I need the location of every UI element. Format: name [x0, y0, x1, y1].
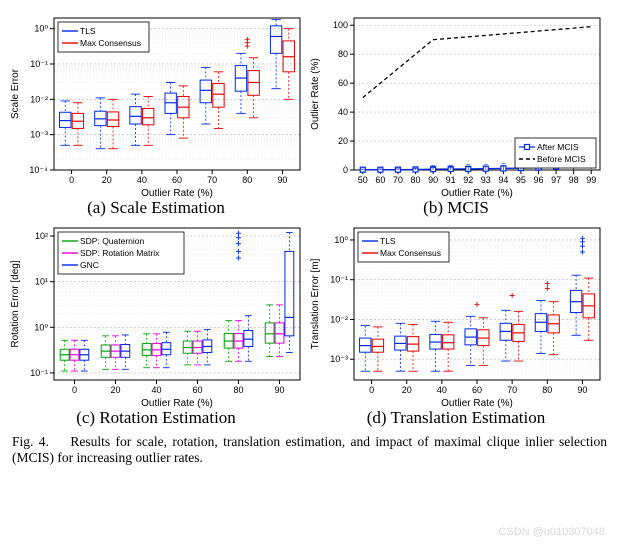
svg-text:90: 90 — [577, 385, 587, 395]
svg-text:95: 95 — [516, 175, 526, 185]
svg-text:70: 70 — [507, 385, 517, 395]
svg-text:80: 80 — [233, 385, 243, 395]
svg-text:93: 93 — [481, 175, 491, 185]
svg-text:70: 70 — [207, 175, 217, 185]
panel-a-caption: (a) Scale Estimation — [6, 198, 306, 218]
svg-text:60: 60 — [172, 175, 182, 185]
svg-text:40: 40 — [137, 175, 147, 185]
svg-text:0: 0 — [72, 385, 77, 395]
svg-text:60: 60 — [192, 385, 202, 395]
svg-text:94: 94 — [498, 175, 508, 185]
svg-text:0: 0 — [69, 175, 74, 185]
svg-text:60: 60 — [338, 78, 348, 88]
svg-text:10⁻²: 10⁻² — [330, 314, 348, 324]
svg-text:Scale Error: Scale Error — [10, 68, 21, 119]
svg-text:SDP: Rotation Matrix: SDP: Rotation Matrix — [80, 248, 160, 258]
svg-text:80: 80 — [542, 385, 552, 395]
svg-text:10⁰: 10⁰ — [34, 322, 48, 332]
svg-text:40: 40 — [151, 385, 161, 395]
svg-text:90: 90 — [428, 175, 438, 185]
svg-text:96: 96 — [533, 175, 543, 185]
svg-text:99: 99 — [586, 175, 596, 185]
svg-text:GNC: GNC — [80, 260, 99, 270]
svg-text:80: 80 — [410, 175, 420, 185]
svg-text:90: 90 — [277, 175, 287, 185]
svg-text:Translation Error [m]: Translation Error [m] — [310, 258, 321, 349]
figure-caption-prefix: Fig. 4. — [12, 434, 49, 449]
figure-grid: 10⁻⁴ 10⁻³ 10⁻² 10⁻¹ 10⁰ 0 20 40 60 70 80 90 Outlier … — [0, 0, 619, 434]
svg-text:20: 20 — [102, 175, 112, 185]
svg-text:40: 40 — [338, 107, 348, 117]
svg-text:TLS: TLS — [380, 236, 396, 246]
svg-text:10⁻⁴: 10⁻⁴ — [29, 165, 48, 175]
panel-c-caption: (c) Rotation Estimation — [6, 408, 306, 428]
svg-text:10⁻¹: 10⁻¹ — [30, 59, 48, 69]
svg-text:70: 70 — [393, 175, 403, 185]
svg-text:20: 20 — [110, 385, 120, 395]
panel-c: 10⁻¹10⁰10¹10²02040608090Outlier Rate (%)… — [6, 220, 306, 428]
figure-caption: Fig. 4. Results for scale, rotation, tra… — [0, 434, 619, 473]
svg-text:10⁻¹: 10⁻¹ — [30, 368, 48, 378]
svg-text:60: 60 — [472, 385, 482, 395]
svg-text:10²: 10² — [35, 231, 48, 241]
svg-text:100: 100 — [333, 20, 348, 30]
svg-text:20: 20 — [338, 136, 348, 146]
svg-text:After MCIS: After MCIS — [537, 142, 579, 152]
svg-text:10⁻³: 10⁻³ — [30, 130, 48, 140]
svg-text:40: 40 — [437, 385, 447, 395]
svg-text:80: 80 — [338, 49, 348, 59]
svg-text:90: 90 — [274, 385, 284, 395]
svg-text:Rotation Error [deg]: Rotation Error [deg] — [10, 260, 21, 347]
svg-text:91: 91 — [446, 175, 456, 185]
svg-text:10⁰: 10⁰ — [34, 24, 48, 34]
figure-caption-body: Results for scale, rotation, translation… — [12, 434, 607, 465]
svg-text:98: 98 — [569, 175, 579, 185]
panel-b-caption: (b) MCIS — [306, 198, 606, 218]
svg-text:Outlier Rate (%): Outlier Rate (%) — [310, 58, 321, 130]
svg-text:0: 0 — [369, 385, 374, 395]
svg-text:10⁰: 10⁰ — [334, 235, 348, 245]
svg-text:10⁻¹: 10⁻¹ — [330, 275, 348, 285]
svg-text:10⁻²: 10⁻² — [30, 94, 48, 104]
svg-text:Before MCIS: Before MCIS — [537, 154, 586, 164]
svg-text:60: 60 — [375, 175, 385, 185]
panel-a: 10⁻⁴10⁻³10⁻²10⁻¹10⁰0204060708090Outlier … — [6, 10, 306, 218]
svg-text:Max Consensus: Max Consensus — [80, 38, 141, 48]
svg-text:50: 50 — [358, 175, 368, 185]
svg-text:10¹: 10¹ — [35, 277, 48, 287]
svg-text:TLS: TLS — [80, 26, 96, 36]
svg-text:10⁻³: 10⁻³ — [330, 354, 348, 364]
svg-text:92: 92 — [463, 175, 473, 185]
svg-text:SDP: Quaternion: SDP: Quaternion — [80, 236, 145, 246]
svg-text:20: 20 — [402, 385, 412, 395]
panel-d-caption: (d) Translation Estimation — [306, 408, 606, 428]
watermark: CSDN @u010307048 — [498, 526, 605, 538]
svg-text:97: 97 — [551, 175, 561, 185]
panel-b: 0 20 40 60 80 100 50 60 70 80 90 91 92 93 94 95 96 97 98 99… — [306, 10, 606, 218]
panel-d: 10⁻³10⁻²10⁻¹10⁰0204060708090Outlier Rate… — [306, 220, 606, 428]
svg-text:0: 0 — [343, 165, 348, 175]
svg-text:80: 80 — [242, 175, 252, 185]
svg-text:Max Consensus: Max Consensus — [380, 248, 441, 258]
